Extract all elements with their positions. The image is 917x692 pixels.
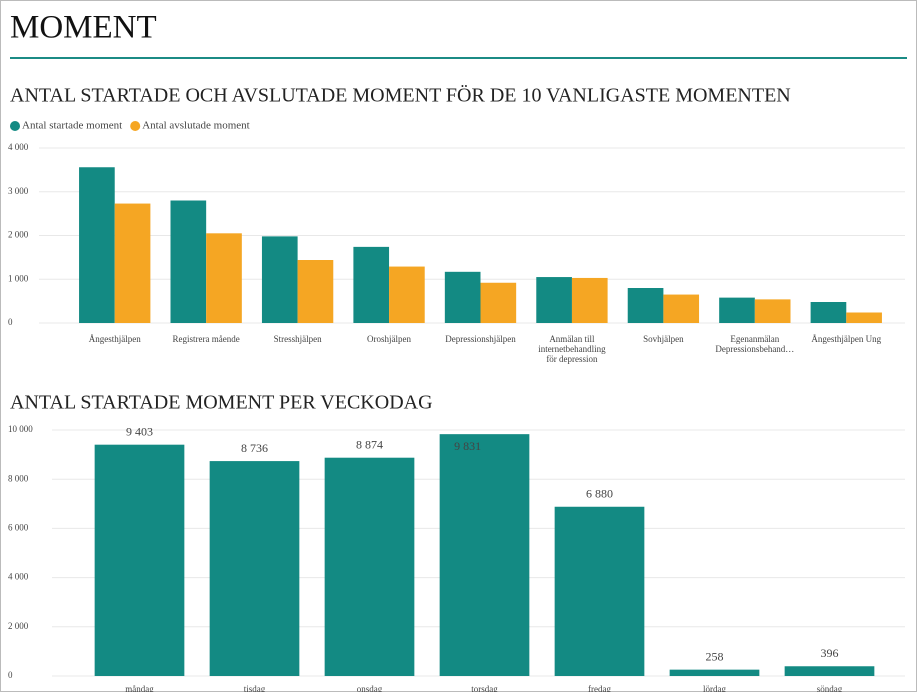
x-tick-line: torsdag (471, 684, 498, 692)
x-tick-line: tisdag (244, 684, 266, 692)
x-tick-line: onsdag (357, 684, 383, 692)
bar (444, 271, 481, 323)
value-label: 396 (821, 646, 839, 660)
x-tick-line: Ångesthjälpen Ung (811, 334, 881, 344)
bar (439, 434, 530, 676)
value-label: 9 831 (454, 439, 481, 453)
chart-title: ANTAL STARTADE MOMENT PER VECKODAG (10, 392, 433, 414)
x-tick-line: Oroshjälpen (367, 334, 411, 344)
x-tick-label: fredag (588, 684, 611, 692)
value-label: 258 (706, 649, 724, 663)
x-tick-label: söndag (817, 684, 843, 692)
bar (114, 203, 151, 323)
x-tick-label: Ångesthjälpen (89, 334, 141, 344)
x-tick-line: Egenanmälan (730, 334, 779, 344)
x-tick-label: torsdag (471, 684, 498, 692)
x-tick-label: Egenanmälan Depressionsbehand… (715, 334, 794, 354)
x-tick-label: Depressionshjälpen (445, 334, 516, 344)
value-label: 8 736 (241, 441, 268, 455)
x-tick-label: Ångesthjälpen Ung (811, 334, 881, 344)
chart-title: ANTAL STARTADE OCH AVSLUTADE MOMENT FÖR … (10, 84, 791, 107)
value-label: 9 403 (126, 424, 153, 438)
bar (627, 288, 664, 323)
x-tick-line: Ångesthjälpen (89, 334, 141, 344)
x-tick-label: Registrera mående (173, 334, 240, 344)
x-tick-line: lördag (703, 684, 726, 692)
x-tick-line: Depressionsbehand… (715, 344, 794, 354)
x-tick-line: Registrera mående (173, 334, 240, 344)
legend-swatch (10, 121, 20, 131)
bar (663, 294, 700, 323)
x-tick-line: Sovhjälpen (643, 334, 684, 344)
bar (209, 461, 300, 676)
x-tick-line: internetbehandling (538, 344, 606, 354)
bar (170, 200, 207, 323)
bar (536, 277, 572, 323)
bar (261, 236, 298, 323)
x-tick-label: lördag (703, 684, 726, 692)
bar (389, 266, 425, 323)
bar (79, 167, 115, 323)
x-tick-label: onsdag (357, 684, 383, 692)
y-tick-label: 0 (8, 317, 13, 327)
bar (324, 457, 415, 676)
y-tick-label: 4 000 (8, 572, 29, 582)
x-tick-line: måndag (125, 684, 154, 692)
legend-swatch (130, 121, 141, 131)
x-tick-line: fredag (588, 684, 611, 692)
x-tick-label: måndag (125, 684, 154, 692)
bar (480, 282, 517, 323)
x-tick-line: Depressionshjälpen (445, 334, 516, 344)
bar (206, 233, 242, 323)
bar (719, 297, 755, 323)
bar (754, 299, 791, 323)
x-tick-label: Sovhjälpen (643, 334, 684, 344)
x-tick-label: Oroshjälpen (367, 334, 411, 344)
legend-label: Antal avslutade moment (142, 120, 250, 132)
value-label: 6 880 (586, 487, 613, 501)
x-tick-line: Anmälan till (549, 334, 595, 344)
x-tick-line: söndag (817, 684, 843, 692)
y-tick-label: 1 000 (8, 273, 29, 283)
legend-label: Antal startade moment (22, 120, 122, 132)
y-tick-label: 0 (8, 670, 13, 680)
bar (571, 277, 608, 323)
y-tick-label: 3 000 (8, 186, 29, 196)
y-tick-label: 6 000 (8, 522, 29, 532)
x-tick-line: för depression (546, 354, 598, 364)
x-tick-label: tisdag (244, 684, 266, 692)
value-label: 8 874 (356, 437, 383, 451)
bar (846, 312, 882, 323)
bar (297, 260, 334, 323)
x-tick-line: Stresshjälpen (274, 334, 322, 344)
y-tick-label: 10 000 (8, 424, 33, 434)
y-tick-label: 2 000 (8, 621, 29, 631)
bar (94, 444, 185, 676)
bar (810, 302, 847, 323)
bar (353, 246, 390, 323)
y-tick-label: 8 000 (8, 473, 29, 483)
x-tick-label: Stresshjälpen (274, 334, 322, 344)
bar (554, 506, 645, 676)
x-tick-label: Anmälan till internetbehandling för depres… (538, 334, 606, 364)
bar (669, 669, 760, 676)
page-title: MOMENT (10, 10, 157, 46)
y-tick-label: 2 000 (8, 230, 29, 240)
bar (784, 666, 875, 676)
y-tick-label: 4 000 (8, 142, 29, 152)
